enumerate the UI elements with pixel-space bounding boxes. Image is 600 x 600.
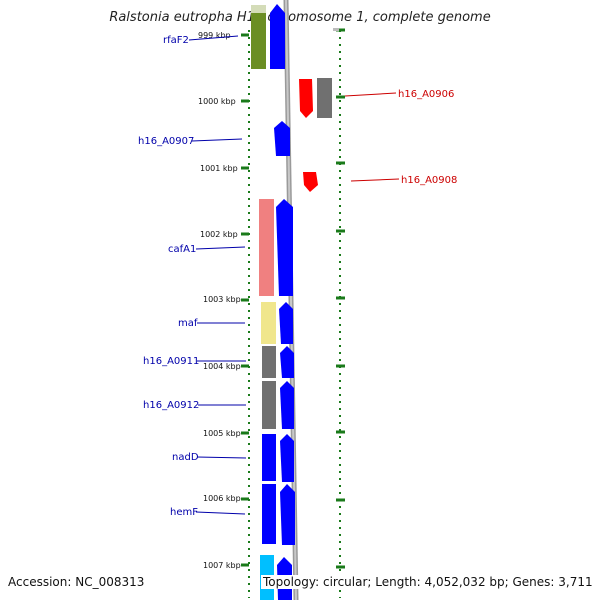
cds-arrow-reverse <box>299 79 313 118</box>
gene-label: h16_A0911 <box>143 356 199 367</box>
feature-track <box>251 5 276 600</box>
leader-line <box>350 178 400 182</box>
cds-arrow <box>274 121 290 156</box>
kbp-label: 1006 kbp <box>203 494 241 503</box>
cds-arrow <box>280 434 294 482</box>
leader-line <box>188 35 239 41</box>
cds-arrow <box>280 484 295 545</box>
kbp-label: 1007 kbp <box>203 561 241 570</box>
right-major-ticks <box>336 28 345 569</box>
cds-arrow <box>270 4 285 69</box>
feature-olive <box>251 5 266 69</box>
cds-arrow-reverse <box>303 172 318 192</box>
gene-label: h16_A0908 <box>401 175 457 186</box>
reverse-cds-track <box>299 78 332 192</box>
gene-label: h16_A0912 <box>143 400 199 411</box>
feature-gray <box>262 346 276 378</box>
genome-summary: Topology: circular; Length: 4,052,032 bp… <box>261 575 595 589</box>
kbp-label: 1000 kbp <box>198 97 236 106</box>
gene-label: h16_A0906 <box>398 89 454 100</box>
kbp-label: 1001 kbp <box>200 164 238 173</box>
kbp-scale: 999 kbp 1000 kbp 1001 kbp 1002 kbp 1003 … <box>198 31 241 570</box>
gene-label: h16_A0907 <box>138 136 194 147</box>
kbp-label: 1004 kbp <box>203 362 241 371</box>
cds-arrow <box>280 381 294 429</box>
cds-arrow <box>276 199 293 296</box>
leader-line <box>191 138 243 142</box>
leader-line <box>344 92 397 97</box>
feature-gray-reverse <box>317 78 332 118</box>
feature-blue <box>262 434 276 481</box>
forward-cds-track <box>270 4 295 600</box>
gene-label: nadD <box>172 452 199 463</box>
accession-text: Accession: NC_008313 <box>8 575 145 589</box>
gene-label: cafA1 <box>168 244 196 255</box>
kbp-label: 999 kbp <box>198 31 231 40</box>
feature-gray <box>262 381 276 429</box>
gene-label: hemF <box>170 507 198 518</box>
cds-arrow <box>279 302 293 344</box>
cds-arrow <box>280 346 294 378</box>
map-title: Ralstonia eutropha H16 chromosome 1, com… <box>109 10 491 25</box>
gene-label: rfaF2 <box>163 35 189 46</box>
feature-pink <box>259 199 274 296</box>
forward-labels: rfaF2 h16_A0907 cafA1 maf h16_A0911 h16_… <box>138 35 247 518</box>
gene-label: maf <box>178 318 198 329</box>
leader-line <box>196 456 247 459</box>
kbp-label: 1005 kbp <box>203 429 241 438</box>
feature-blue <box>262 484 276 544</box>
leader-line <box>195 511 246 515</box>
feature-yellow <box>261 302 276 344</box>
left-major-ticks <box>241 33 249 567</box>
leader-line <box>195 246 246 250</box>
kbp-label: 1002 kbp <box>200 230 238 239</box>
top-mark <box>333 28 339 31</box>
kbp-label: 1003 kbp <box>203 295 241 304</box>
reverse-labels: h16_A0906 h16_A0908 <box>344 89 457 186</box>
